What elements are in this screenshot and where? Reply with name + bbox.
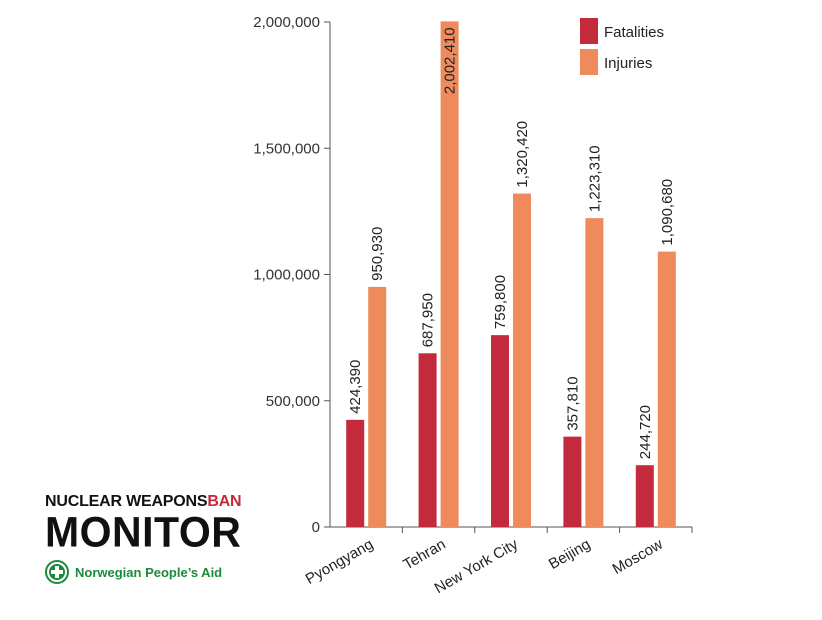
brand-title-line1: NUCLEAR WEAPONSBAN [45, 493, 245, 511]
bar-injuries [657, 251, 676, 527]
value-label-fatalities: 687,950 [420, 293, 437, 347]
bar-fatalities [563, 436, 582, 527]
value-label-fatalities: 244,720 [637, 405, 654, 459]
axes: 0 500,000 1,000,000 1,500,000 2,000,000 Pyong… [253, 14, 693, 597]
value-label-injuries: 2,002,410 [442, 27, 459, 94]
y-tick-label: 1,500,000 [253, 140, 320, 157]
bar-injuries [513, 193, 531, 528]
npa-block: Norwegian People’s Aid [45, 560, 245, 584]
value-label-fatalities: 424,390 [347, 360, 364, 414]
brand-title-part2: BAN [207, 493, 242, 510]
value-label-injuries: 1,320,420 [514, 121, 531, 188]
brand-title-line2: MONITOR [45, 507, 242, 557]
bar-fatalities [491, 335, 509, 527]
legend-label-fatalities: Fatalities [604, 24, 664, 41]
value-label-injuries: 1,223,310 [586, 145, 603, 212]
bar-fatalities [346, 419, 365, 527]
y-tick-label: 500,000 [266, 393, 320, 410]
branding-block: NUCLEAR WEAPONSBAN MONITOR Norwegian Peo… [45, 493, 245, 584]
value-label-injuries: 950,930 [369, 227, 386, 281]
y-tick-label: 2,000,000 [253, 14, 320, 31]
value-label-injuries: 1,090,680 [659, 179, 676, 246]
legend: Fatalities Injuries [580, 18, 664, 75]
npa-name: Norwegian People’s Aid [75, 564, 223, 580]
legend-swatch-injuries [580, 49, 598, 75]
bar-injuries [440, 21, 459, 527]
x-category-label: Pyongyang [303, 536, 377, 588]
x-category-label: Beijing [546, 536, 593, 573]
value-label-fatalities: 357,810 [564, 376, 581, 430]
bars [346, 21, 676, 528]
bar-injuries [368, 286, 387, 527]
bar-fatalities [635, 465, 654, 527]
npa-cross-logo-icon [45, 560, 69, 584]
bar-injuries [585, 218, 604, 527]
bar-fatalities [418, 353, 437, 527]
value-labels: 424,390 950,930 687,950 2,002,410 759,800 1,3… [347, 27, 676, 459]
legend-label-injuries: Injuries [604, 55, 652, 72]
brand-title-part1: NUCLEAR WEAPONS [45, 493, 208, 510]
legend-swatch-fatalities [580, 18, 598, 44]
x-category-label: Moscow [610, 536, 666, 578]
value-label-fatalities: 759,800 [492, 275, 509, 329]
y-tick-label: 1,000,000 [253, 267, 320, 284]
y-tick-label: 0 [312, 519, 320, 536]
x-category-label: Tehran [400, 536, 448, 574]
